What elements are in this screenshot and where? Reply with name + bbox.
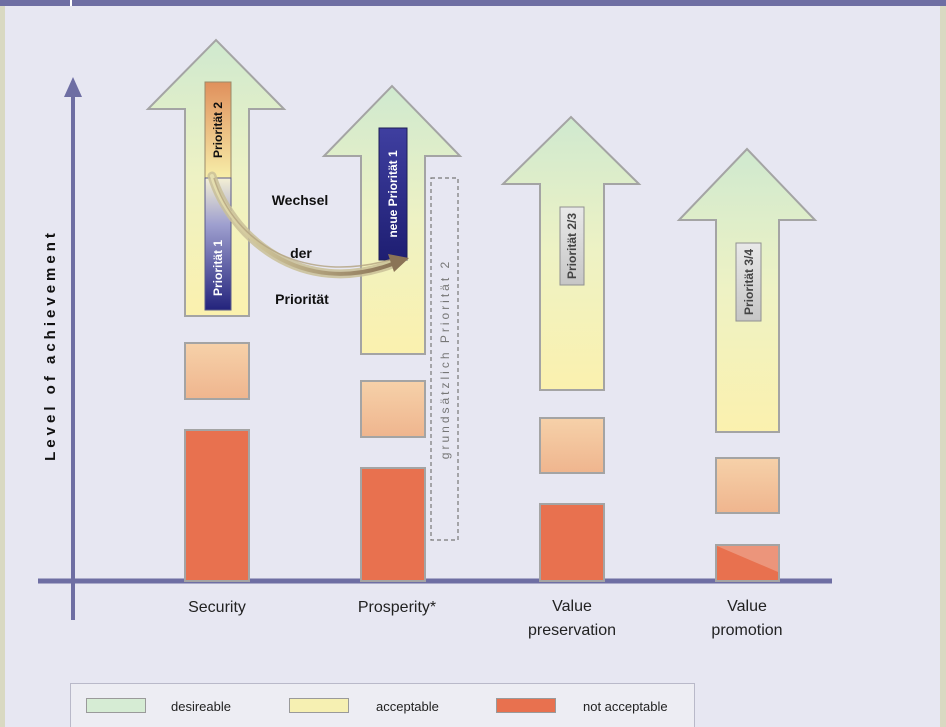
priority-2-label: Priorität 2 <box>211 102 225 158</box>
category-value-preservation: Priorität 2/3 Value preservation <box>500 115 642 639</box>
priority-2-3-box <box>559 206 585 286</box>
priority-change-arrow <box>207 171 409 279</box>
legend-label-not-acceptable: not acceptable <box>583 699 668 714</box>
legend-swatch-desireable <box>86 698 146 713</box>
category-label: Security <box>188 599 246 616</box>
category-label: Prosperity* <box>358 599 436 616</box>
annotation-line-2: der <box>290 245 312 261</box>
legend-label-acceptable: acceptable <box>376 699 439 714</box>
left-edge-strip <box>0 6 5 727</box>
priority-2-box <box>204 81 232 179</box>
new-priority-1-label: neue Priorität 1 <box>386 150 400 238</box>
acceptable-box <box>360 380 426 438</box>
category-value-promotion: Priorität 3/4 Value promotion <box>676 147 818 639</box>
category-prosperity: neue Priorität 1 Prosperity* <box>321 84 463 616</box>
legend-label-desireable: desireable <box>171 699 231 714</box>
category-label-line-1: Value <box>552 598 592 615</box>
y-axis-arrowhead <box>64 77 82 97</box>
top-bar-divider <box>70 0 72 6</box>
not-acceptable-bar <box>539 503 605 582</box>
legend: desireable acceptable not acceptable <box>70 683 695 727</box>
legend-swatch-acceptable <box>289 698 349 713</box>
not-acceptable-bar <box>184 429 250 582</box>
priority-3-4-label: Priorität 3/4 <box>742 249 756 315</box>
priority-1-label: Priorität 1 <box>211 240 225 296</box>
annotation-line-3: Priorität <box>275 291 329 307</box>
legend-swatch-not-acceptable <box>496 698 556 713</box>
annotation-line-1: Wechsel <box>272 192 329 208</box>
acceptable-box <box>715 457 780 514</box>
basic-priority-label: grundsätzlich Priorität 2 <box>438 259 452 459</box>
category-security: Priorität 2 Priorität 1 Security <box>145 38 287 616</box>
category-label-line-2: preservation <box>528 622 616 639</box>
right-edge-strip <box>940 6 946 727</box>
not-acceptable-bar <box>360 467 426 582</box>
priority-diagram: Level of achievement Priorität 2 Priorit… <box>38 38 832 639</box>
category-label-line-2: promotion <box>711 622 782 639</box>
priority-2-3-label: Priorität 2/3 <box>565 213 579 279</box>
not-acceptable-highlight <box>717 546 778 572</box>
priority-change-arrowhead <box>388 254 409 272</box>
priority-3-4-box <box>735 242 762 322</box>
acceptable-box <box>184 342 250 400</box>
basic-priority-box <box>430 177 459 541</box>
category-label-line-1: Value <box>727 598 767 615</box>
top-bar <box>0 0 946 6</box>
y-axis-label: Level of achievement <box>42 229 59 461</box>
acceptable-box <box>539 417 605 474</box>
